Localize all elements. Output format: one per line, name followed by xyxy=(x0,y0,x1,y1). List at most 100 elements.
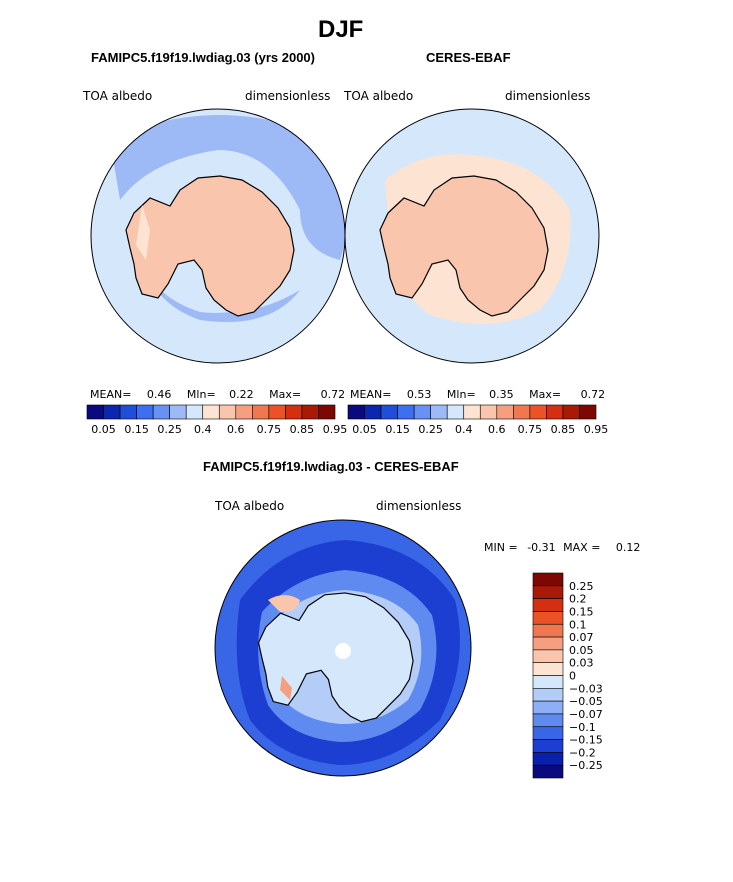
colorbar-swatch xyxy=(532,700,564,715)
colorbar-swatch xyxy=(202,404,220,420)
colorbar-swatch xyxy=(532,688,564,702)
max-label: MAX = xyxy=(563,541,601,554)
colorbar-tick-label: 0.03 xyxy=(569,657,594,670)
map-border-diff xyxy=(214,519,472,777)
colorbar-swatch xyxy=(318,404,336,420)
colorbar-swatch xyxy=(430,404,448,420)
max-label: Max= xyxy=(269,388,302,401)
colorbar-tick-label: 0.95 xyxy=(323,423,348,436)
colorbar-swatch xyxy=(579,404,597,420)
left-label-obs: TOA albedo xyxy=(344,89,414,103)
colorbar-tick-label: 0.05 xyxy=(352,423,377,436)
colorbar-swatch xyxy=(532,598,564,612)
colorbar-tick-label: 0.4 xyxy=(455,423,473,436)
colorbar-swatch xyxy=(532,662,564,676)
max-value: 0.72 xyxy=(320,388,346,401)
peninsula-positive xyxy=(280,676,292,700)
map-obs xyxy=(345,109,599,363)
colorbar-tick-label: 0.05 xyxy=(91,423,116,436)
min-label: Mln= xyxy=(186,388,216,401)
colorbar-tick-label: 0.75 xyxy=(257,423,282,436)
colorbar-tick-label: 0.25 xyxy=(569,580,594,593)
colorbar-swatch xyxy=(235,404,253,420)
colorbar-tick-label: 0.4 xyxy=(194,423,212,436)
colorbar-swatch xyxy=(546,404,564,420)
colorbar-tick-label: −0.25 xyxy=(569,759,603,772)
colorbar-swatch xyxy=(252,404,270,420)
colorbar-swatch xyxy=(513,404,531,420)
colorbar-tick-label: −0.1 xyxy=(569,721,596,734)
weddell-positive xyxy=(268,595,300,613)
left-label-model: TOA albedo xyxy=(83,89,153,103)
colorbar-tick-label: 0.05 xyxy=(569,644,594,657)
colorbar-tick-label: 0.15 xyxy=(569,605,594,618)
min-value: 0.35 xyxy=(489,388,514,401)
colorbar-swatch xyxy=(185,404,204,420)
colorbar-tick-label: 0.15 xyxy=(385,423,410,436)
colorbar-swatch xyxy=(347,404,365,420)
map-border-obs xyxy=(344,108,600,364)
colorbar-swatch xyxy=(532,713,564,728)
panel-title-obs: CERES-EBAF xyxy=(426,50,511,65)
colorbar-tick-label: 0.85 xyxy=(290,423,315,436)
right-label-obs: dimensionless xyxy=(505,89,591,103)
colorbar-tick-label: 0.15 xyxy=(124,423,149,436)
colorbar-swatch xyxy=(268,404,286,420)
max-value: 0.12 xyxy=(615,541,641,554)
colorbar-swatch xyxy=(532,611,564,625)
colorbar-swatch xyxy=(364,404,382,420)
colorbar-swatch xyxy=(152,404,170,420)
colorbar-swatch xyxy=(532,649,564,663)
colorbar-tick-label: 0.25 xyxy=(157,423,182,436)
colorbar-tick-label: 0 xyxy=(569,670,576,683)
colorbar-diff: 0.250.20.150.10.070.050.030−0.03−0.05−0.… xyxy=(532,572,603,779)
colorbar-swatch xyxy=(463,404,481,420)
mean-label: MEAN= xyxy=(350,388,392,401)
colorbar-swatch xyxy=(532,726,564,740)
colorbar-swatch xyxy=(496,404,514,420)
colorbar-swatch xyxy=(380,404,398,420)
panel-title-model: FAMIPC5.f19f19.lwdiag.03 (yrs 2000) xyxy=(91,50,315,65)
figure-title: DJF xyxy=(318,16,364,43)
map-model xyxy=(91,109,345,363)
min-value: 0.22 xyxy=(229,388,254,401)
max-label: Max= xyxy=(529,388,562,401)
mean-label: MEAN= xyxy=(90,388,132,401)
stats-row-diff: MIN = -0.31 MAX = 0.12 xyxy=(484,541,640,554)
colorbar-tick-label: 0.6 xyxy=(227,423,245,436)
colorbar-tick-label: −0.05 xyxy=(569,695,603,708)
peninsula-fill xyxy=(136,205,150,260)
min-label: MIN = xyxy=(484,541,518,554)
colorbar-swatch xyxy=(532,623,564,638)
colorbar-swatch xyxy=(529,404,547,420)
colorbar-swatch xyxy=(532,764,564,779)
colorbar-swatch xyxy=(446,404,465,420)
mean-value: 0.53 xyxy=(406,388,432,401)
map-diff xyxy=(215,520,471,776)
colorbar-tick-label: 0.75 xyxy=(518,423,543,436)
colorbar-tick-label: 0.95 xyxy=(584,423,609,436)
left-label-diff: TOA albedo xyxy=(215,499,285,513)
colorbar-swatch xyxy=(479,404,498,420)
colorbar-swatch xyxy=(136,404,154,420)
colorbar-tick-label: 0.07 xyxy=(569,631,594,644)
right-label-model: dimensionless xyxy=(245,89,331,103)
colorbar-tick-label: −0.2 xyxy=(569,746,596,759)
colorbar-swatch xyxy=(103,404,121,420)
mean-value: 0.46 xyxy=(146,388,172,401)
colorbar-swatch xyxy=(532,752,564,766)
colorbar-tick-label: 0.6 xyxy=(488,423,506,436)
stats-row-model: MEAN= 0.46 Mln= 0.22 Max= 0.72 xyxy=(90,388,345,401)
pole-hole xyxy=(335,643,351,659)
right-label-diff: dimensionless xyxy=(376,499,462,513)
colorbar-swatch xyxy=(119,404,137,420)
max-value: 0.72 xyxy=(580,388,606,401)
colorbar-swatch xyxy=(413,404,431,420)
colorbar-tick-label: 0.25 xyxy=(418,423,443,436)
colorbar-swatch xyxy=(169,404,187,420)
colorbar-swatch xyxy=(397,404,415,420)
colorbar-swatch xyxy=(532,585,564,599)
colorbar-swatch xyxy=(86,404,104,420)
colorbar-tick-label: −0.15 xyxy=(569,734,603,747)
